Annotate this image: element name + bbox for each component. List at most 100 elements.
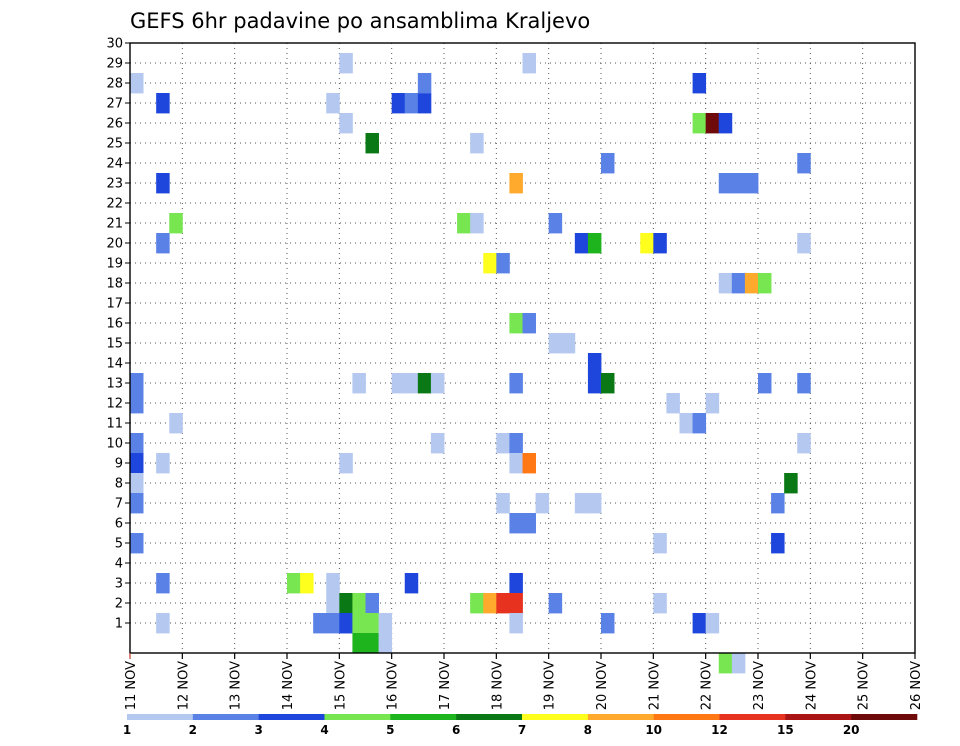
cell-layer: [130, 53, 811, 674]
heatmap-cell: [326, 613, 340, 634]
y-tick-label: 5: [115, 537, 123, 552]
heatmap-cell: [169, 213, 183, 234]
heatmap-cell: [130, 73, 144, 94]
colorbar-swatch: [851, 714, 918, 720]
colorbar-label: 1: [123, 723, 131, 737]
heatmap-cell: [679, 413, 693, 434]
heatmap-cell: [548, 333, 563, 354]
heatmap-cell: [548, 213, 563, 234]
grid-layer: [130, 43, 915, 653]
heatmap-cell: [522, 453, 536, 474]
heatmap-cell: [391, 373, 406, 394]
heatmap-cell: [496, 593, 510, 614]
heatmap-cell: [339, 453, 353, 474]
heatmap-cell: [797, 433, 811, 454]
heatmap-cell: [587, 373, 602, 394]
heatmap-cell: [378, 633, 393, 654]
colorbar-swatch: [785, 714, 852, 720]
heatmap-cell: [509, 433, 523, 454]
heatmap-cell: [483, 253, 497, 274]
colorbar-label: 2: [189, 723, 197, 737]
heatmap-cell: [718, 653, 733, 674]
x-tick-label: 16 NOV: [386, 661, 401, 710]
x-tick-label: 13 NOV: [229, 661, 244, 710]
y-tick-label: 29: [106, 57, 123, 72]
heatmap-cell: [300, 573, 314, 594]
colorbar-label: 20: [843, 723, 860, 737]
y-tick-label: 1: [115, 617, 123, 632]
heatmap-cell: [509, 573, 523, 594]
heatmap-cell: [417, 93, 432, 114]
colorbar-label: 10: [645, 723, 662, 737]
y-tick-label: 3: [115, 577, 123, 592]
heatmap-cell: [718, 113, 733, 134]
heatmap-cell: [705, 613, 720, 634]
heatmap-cell: [130, 373, 144, 394]
heatmap-cell: [156, 93, 170, 114]
x-tick-label: 15 NOV: [333, 661, 348, 710]
colorbar-swatch: [653, 714, 720, 720]
colorbar-label: 4: [320, 723, 328, 737]
heatmap-cell: [535, 493, 550, 514]
plot-frame: [129, 42, 916, 654]
heatmap-cell: [130, 493, 144, 514]
heatmap-cell: [470, 213, 484, 234]
heatmap-cell: [758, 273, 772, 294]
y-tick-label: 2: [115, 597, 123, 612]
heatmap-cell: [587, 493, 602, 514]
x-axis: 11 NOV 12 NOV 13 NOV 14 NOV 15 NOV 16 NOV 17 N…: [124, 653, 924, 710]
y-tick-label: 17: [106, 297, 123, 312]
heatmap-cell: [326, 593, 340, 614]
heatmap-cell: [130, 433, 144, 454]
x-tick-label: 26 NOV: [909, 661, 924, 710]
heatmap-cell: [339, 53, 353, 74]
heatmap-cell: [339, 113, 353, 134]
heatmap-cell: [326, 93, 340, 114]
heatmap-cell: [417, 73, 432, 94]
heatmap-cell: [404, 573, 419, 594]
y-axis: 1234567891011121314151617181920212223242…: [106, 37, 130, 632]
y-tick-label: 13: [106, 377, 123, 392]
colorbar-swatch: [719, 714, 786, 720]
colorbar-swatch: [390, 714, 457, 720]
heatmap-cell: [130, 453, 144, 474]
heatmap-cell: [522, 53, 536, 74]
heatmap-cell: [509, 513, 523, 534]
heatmap-cell: [731, 653, 746, 674]
colorbar-label: 3: [254, 723, 262, 737]
heatmap-cell: [692, 413, 707, 434]
heatmap-cell: [430, 433, 445, 454]
y-tick-label: 22: [106, 197, 123, 212]
heatmap-cell: [705, 393, 720, 414]
heatmap-cell: [509, 453, 523, 474]
heatmap-cell: [653, 233, 667, 254]
heatmap-cell: [587, 233, 602, 254]
heatmap-cell: [339, 593, 353, 614]
x-tick-label: 11 NOV: [124, 661, 139, 710]
heatmap-cell: [522, 313, 536, 334]
colorbar-swatch: [587, 714, 654, 720]
y-tick-label: 16: [106, 317, 123, 332]
heatmap-cell: [509, 173, 523, 194]
heatmap-cell: [758, 373, 772, 394]
heatmap-cell: [156, 613, 170, 634]
heatmap-cell: [640, 233, 654, 254]
heatmap-cell: [509, 313, 523, 334]
y-tick-label: 23: [106, 177, 123, 192]
colorbar-swatch: [522, 714, 589, 720]
heatmap-cell: [731, 173, 746, 194]
heatmap-cell: [430, 373, 445, 394]
heatmap-cell: [731, 273, 746, 294]
x-tick-label: 20 NOV: [595, 661, 610, 710]
heatmap-cell: [130, 473, 144, 494]
heatmap-cell: [417, 373, 432, 394]
heatmap-cell: [457, 213, 471, 234]
heatmap-cell: [784, 473, 798, 494]
heatmap-cell: [666, 393, 680, 414]
heatmap-cell: [352, 373, 366, 394]
heatmap-cell: [496, 433, 510, 454]
heatmap-cell: [287, 573, 301, 594]
heatmap-cell: [718, 173, 733, 194]
heatmap-cell: [797, 373, 811, 394]
heatmap-cell: [574, 493, 589, 514]
